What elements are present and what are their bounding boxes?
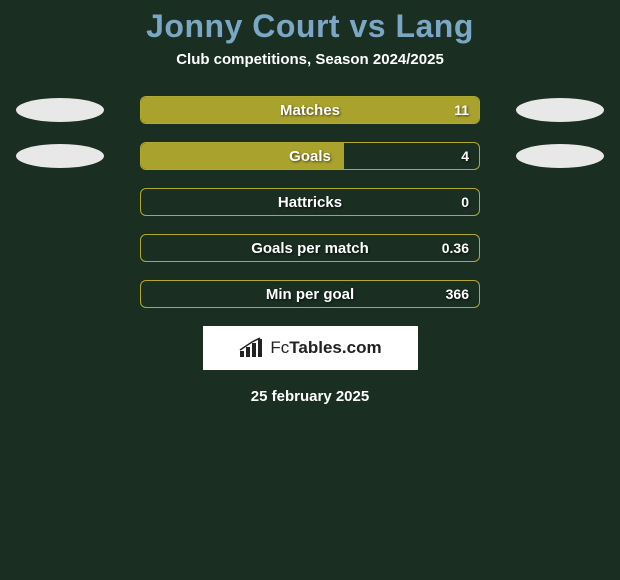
bar-label: Hattricks <box>141 189 479 215</box>
logo-text-fc: Fc <box>270 338 289 357</box>
bar-track: Goals 4 <box>140 142 480 170</box>
bar-value: 366 <box>446 281 469 307</box>
stats-area: Matches 11 Goals 4 Hattricks 0 <box>0 96 620 308</box>
player-right-ellipse <box>516 98 604 122</box>
bar-track: Matches 11 <box>140 96 480 124</box>
player-left-ellipse <box>16 144 104 168</box>
bar-value: 0 <box>461 189 469 215</box>
bar-fill <box>141 97 479 123</box>
bar-track: Min per goal 366 <box>140 280 480 308</box>
subtitle: Club competitions, Season 2024/2025 <box>0 51 620 68</box>
bar-track: Goals per match 0.36 <box>140 234 480 262</box>
logo-text: FcTables.com <box>270 338 381 358</box>
bar-label: Min per goal <box>141 281 479 307</box>
bar-value: 4 <box>461 143 469 169</box>
stat-row-goals: Goals 4 <box>0 142 620 170</box>
stat-row-mpg: Min per goal 366 <box>0 280 620 308</box>
fctables-logo: FcTables.com <box>203 326 418 370</box>
date-text: 25 february 2025 <box>0 388 620 405</box>
player-left-ellipse <box>16 98 104 122</box>
bar-value: 0.36 <box>442 235 469 261</box>
page-title: Jonny Court vs Lang <box>0 8 620 45</box>
chart-icon <box>238 337 264 359</box>
stat-row-matches: Matches 11 <box>0 96 620 124</box>
stat-row-hattricks: Hattricks 0 <box>0 188 620 216</box>
stat-row-gpm: Goals per match 0.36 <box>0 234 620 262</box>
bar-fill <box>141 143 344 169</box>
player-right-ellipse <box>516 144 604 168</box>
logo-text-tables: Tables.com <box>289 338 381 357</box>
bar-track: Hattricks 0 <box>140 188 480 216</box>
bar-label: Goals per match <box>141 235 479 261</box>
